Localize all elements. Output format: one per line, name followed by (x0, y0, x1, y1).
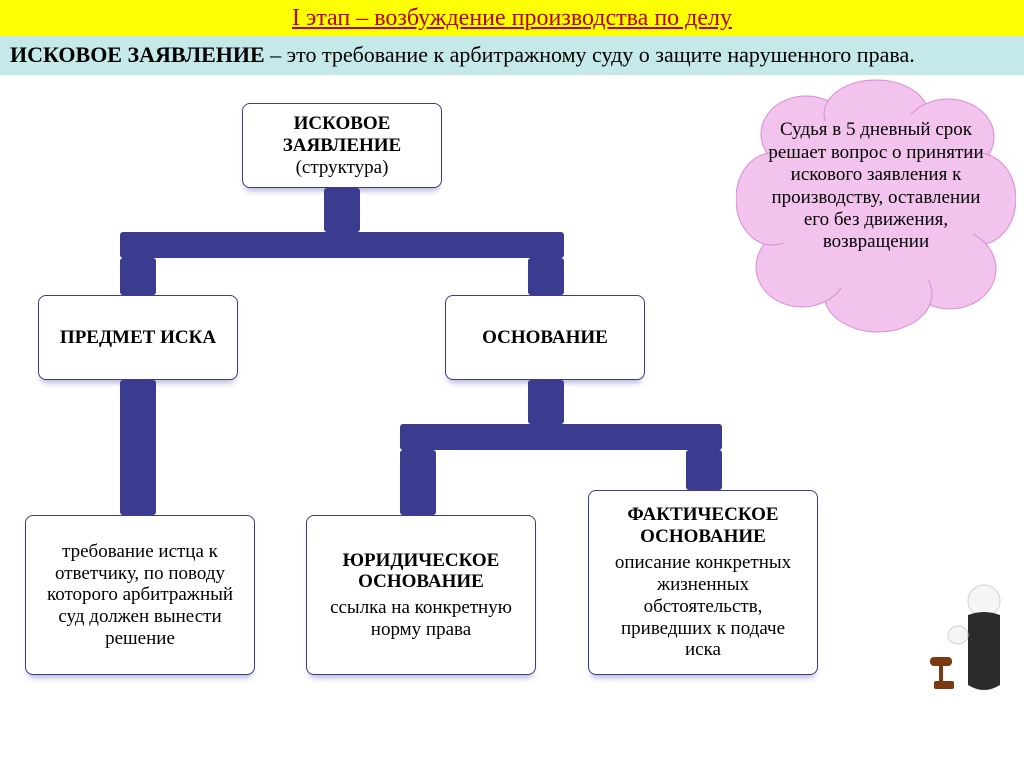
judge-figure-icon (928, 575, 1018, 705)
connector (686, 450, 722, 490)
connector (400, 424, 722, 450)
node-leaf-factual: ФАКТИЧЕСКОЕ ОСНОВАНИЕ описание конкретны… (588, 490, 818, 675)
node-basis: ОСНОВАНИЕ (445, 295, 645, 380)
connector (120, 258, 156, 295)
node-leaf-legal: ЮРИДИЧЕСКОЕ ОСНОВАНИЕ ссылка на конкретн… (306, 515, 536, 675)
node-root-sub: (структура) (255, 157, 429, 179)
judge-note-cloud: Судья в 5 дневный срок решает вопрос о п… (736, 79, 1016, 339)
hierarchy-diagram: ИСКОВОЕ ЗАЯВЛЕНИЕ (структура) ПРЕДМЕТ ИС… (0, 75, 1024, 735)
connector (400, 450, 436, 515)
node-leaf-claim-text: требование истца к ответчику, по поводу … (38, 541, 242, 650)
node-root-title: ИСКОВОЕ ЗАЯВЛЕНИЕ (255, 113, 429, 157)
node-leaf-legal-text: ссылка на конкретную норму права (319, 597, 523, 641)
connector (528, 258, 564, 295)
definition-term: ИСКОВОЕ ЗАЯВЛЕНИЕ (10, 42, 265, 67)
judge-note-text: Судья в 5 дневный срок решает вопрос о п… (766, 119, 986, 253)
stage-title-text: I этап – возбуждение производства по дел… (292, 5, 732, 32)
node-leaf-claim: требование истца к ответчику, по поводу … (25, 515, 255, 675)
node-leaf-legal-title: ЮРИДИЧЕСКОЕ ОСНОВАНИЕ (319, 550, 523, 594)
node-subject-title: ПРЕДМЕТ ИСКА (60, 327, 216, 349)
node-leaf-factual-title: ФАКТИЧЕСКОЕ ОСНОВАНИЕ (601, 504, 805, 548)
connector (120, 232, 564, 258)
connector (528, 380, 564, 424)
stage-title: I этап – возбуждение производства по дел… (0, 0, 1024, 36)
node-subject: ПРЕДМЕТ ИСКА (38, 295, 238, 380)
connector (324, 188, 360, 232)
node-root: ИСКОВОЕ ЗАЯВЛЕНИЕ (структура) (242, 103, 442, 188)
connector (120, 380, 156, 515)
node-leaf-factual-text: описание конкретных жизненных обстоятель… (601, 552, 805, 661)
node-basis-title: ОСНОВАНИЕ (482, 327, 608, 349)
definition-bar: ИСКОВОЕ ЗАЯВЛЕНИЕ – это требование к арб… (0, 36, 1024, 75)
definition-text: – это требование к арбитражному суду о з… (265, 42, 915, 67)
